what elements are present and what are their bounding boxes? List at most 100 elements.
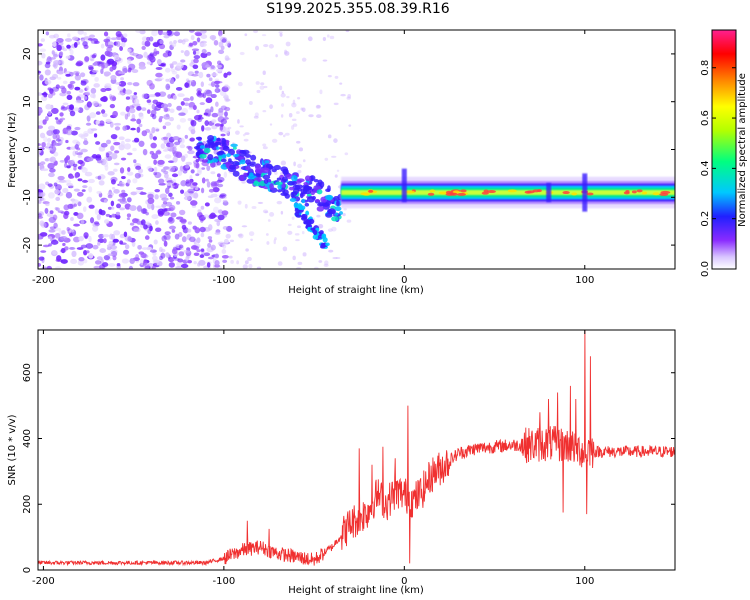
noise-speckle: [178, 251, 185, 257]
noise-speckle: [165, 182, 173, 186]
noise-speckle: [63, 204, 70, 211]
noise-speckle: [158, 77, 164, 81]
noise-speckle: [180, 189, 185, 194]
noise-speckle: [47, 111, 52, 116]
noise-speckle: [157, 178, 165, 184]
diagonal-feature-blob: [245, 159, 251, 165]
noise-speckle: [199, 102, 205, 106]
sparse-speckle: [237, 200, 242, 205]
noise-speckle: [85, 91, 91, 95]
noise-speckle: [70, 130, 78, 136]
noise-speckle: [219, 90, 227, 97]
sparse-speckle: [268, 44, 274, 49]
noise-speckle: [90, 73, 96, 77]
noise-speckle: [178, 112, 186, 117]
noise-speckle: [71, 159, 75, 163]
diagonal-feature-blob: [304, 190, 312, 195]
noise-speckle: [100, 54, 106, 61]
noise-speckle: [172, 156, 178, 163]
noise-speckle: [119, 207, 126, 211]
noise-speckle: [66, 90, 72, 95]
sparse-speckle: [276, 200, 283, 205]
noise-speckle: [111, 213, 116, 218]
noise-speckle: [164, 146, 171, 150]
band-hotspot: [427, 192, 435, 196]
noise-speckle: [121, 175, 126, 180]
noise-speckle: [155, 150, 162, 155]
noise-speckle: [149, 56, 156, 63]
sparse-speckle: [244, 132, 250, 135]
noise-speckle: [51, 250, 58, 255]
noise-speckle: [65, 139, 69, 144]
noise-speckle: [53, 227, 62, 231]
sparse-speckle: [322, 36, 327, 42]
noise-speckle: [94, 40, 100, 44]
sparse-speckle: [278, 131, 284, 136]
noise-speckle: [52, 41, 57, 48]
diagonal-feature-blob: [232, 154, 239, 158]
noise-speckle: [66, 165, 71, 169]
noise-speckle: [188, 42, 194, 47]
noise-speckle: [92, 100, 99, 107]
noise-speckle: [191, 48, 200, 52]
sparse-speckle: [225, 233, 231, 239]
noise-speckle: [93, 265, 102, 269]
noise-speckle: [112, 238, 119, 243]
noise-speckle: [81, 39, 86, 42]
noise-speckle: [81, 166, 86, 170]
noise-speckle: [46, 265, 52, 269]
noise-speckle: [42, 119, 47, 125]
noise-speckle: [212, 187, 220, 193]
sparse-speckle: [329, 35, 335, 40]
sparse-speckle: [280, 114, 284, 118]
noise-speckle: [190, 79, 197, 87]
band-hotspot: [623, 191, 630, 195]
noise-speckle: [78, 133, 85, 138]
noise-speckle: [219, 123, 224, 127]
noise-speckle: [226, 71, 232, 76]
noise-speckle: [89, 112, 97, 119]
noise-speckle: [169, 108, 175, 113]
noise-speckle: [126, 197, 132, 203]
noise-speckle: [68, 229, 75, 233]
sparse-speckle: [288, 113, 293, 118]
noise-speckle: [152, 51, 158, 57]
noise-speckle: [65, 191, 73, 199]
noise-speckle: [126, 111, 131, 117]
band-hotspot: [445, 190, 453, 194]
sparse-speckle: [298, 147, 304, 152]
noise-speckle: [67, 83, 73, 89]
noise-speckle: [183, 196, 191, 201]
noise-speckle: [115, 36, 123, 41]
noise-speckle: [74, 172, 78, 179]
sparse-speckle: [297, 225, 301, 229]
noise-speckle: [133, 137, 140, 143]
noise-speckle: [193, 252, 200, 256]
noise-speckle: [38, 60, 43, 66]
noise-speckle: [176, 124, 181, 130]
noise-speckle: [208, 224, 213, 231]
diagonal-feature-blob: [253, 180, 259, 185]
noise-speckle: [168, 216, 173, 222]
noise-speckle: [152, 41, 160, 47]
noise-speckle: [138, 65, 147, 70]
noise-speckle: [216, 173, 221, 178]
noise-speckle: [113, 230, 121, 236]
noise-speckle: [204, 127, 212, 131]
noise-speckle: [141, 130, 148, 137]
noise-speckle: [57, 70, 64, 75]
noise-speckle: [129, 108, 136, 114]
sparse-speckle: [347, 93, 352, 99]
noise-speckle: [57, 210, 64, 214]
sparse-speckle: [343, 207, 347, 211]
noise-speckle: [198, 259, 206, 266]
noise-speckle: [124, 113, 129, 120]
y-tick-label: -10: [22, 189, 33, 205]
diagonal-feature-blob: [304, 202, 310, 207]
noise-speckle: [103, 238, 107, 244]
noise-speckle: [190, 169, 195, 174]
noise-speckle: [161, 32, 169, 36]
noise-speckle: [149, 83, 155, 90]
noise-speckle: [138, 251, 145, 255]
noise-speckle: [147, 165, 153, 172]
